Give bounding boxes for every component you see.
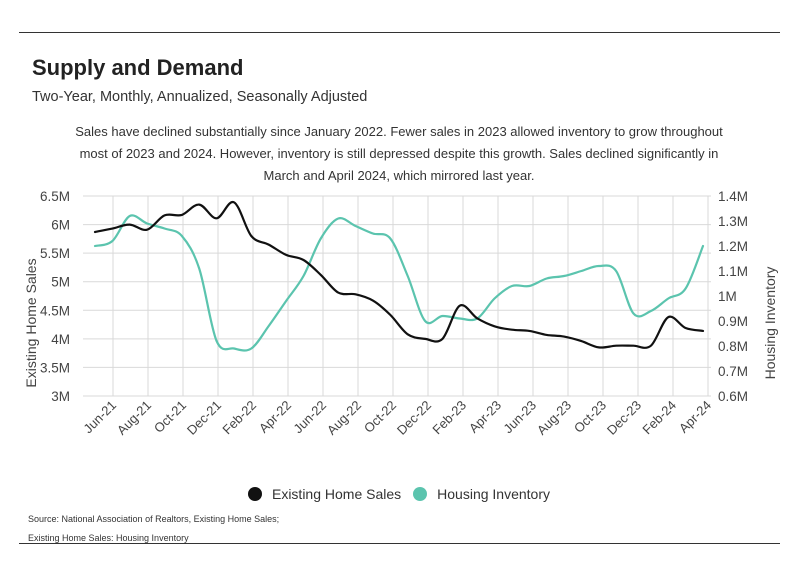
x-tick-label: Dec-22 (394, 398, 434, 438)
y-axis-label: Existing Home Sales (23, 258, 39, 387)
chart-description: Sales have declined substantially since … (75, 124, 723, 183)
legend-label-inventory: Housing Inventory (437, 486, 550, 502)
y2-tick-label: 0.9M (718, 314, 748, 329)
series-line-existing-home-sales (93, 201, 705, 349)
y-tick-label: 4.5M (40, 303, 70, 318)
top-rule (19, 32, 780, 33)
legend-dot-inventory (413, 487, 428, 501)
y-tick-label: 3.5M (40, 360, 70, 375)
source-note: Source: National Association of Realtors… (28, 510, 279, 548)
y2-tick-label: 1.2M (718, 239, 748, 254)
y-tick-label: 3M (51, 389, 70, 404)
x-tick-label: Feb-22 (219, 398, 259, 438)
source-line-1: Source: National Association of Realtors… (28, 514, 280, 524)
y2-axis-label: Housing Inventory (762, 267, 778, 380)
y2-tick-label: 0.8M (718, 339, 748, 354)
legend-item-inventory[interactable]: Housing Inventory (413, 486, 550, 502)
series-line-housing-inventory (93, 214, 705, 352)
x-tick-label: Apr-22 (256, 398, 294, 436)
chart-subtitle: Two-Year, Monthly, Annualized, Seasonall… (32, 89, 368, 105)
y2-tick-label: 0.7M (718, 364, 748, 379)
line-chart: 6.5M 6M 5.5M 5M 4.5M 4M 3.5M 3M 1.4M 1.3M 1.2M 1.1M… (23, 189, 778, 438)
grid (83, 195, 711, 397)
x-tick-label: Oct-21 (151, 398, 189, 436)
x-tick-label: Feb-23 (429, 398, 469, 438)
y-tick-label: 6M (51, 218, 70, 233)
axes: 6.5M 6M 5.5M 5M 4.5M 4M 3.5M 3M 1.4M 1.3M 1.2M 1.1M… (40, 189, 748, 438)
x-tick-label: Aug-21 (114, 398, 154, 438)
bottom-rule (19, 543, 780, 544)
y2-tick-label: 0.6M (718, 389, 748, 404)
x-tick-label: Oct-23 (571, 398, 609, 436)
legend-label-sales: Existing Home Sales (271, 486, 402, 502)
x-tick-label: Oct-22 (361, 398, 399, 436)
legend-dot-sales (247, 487, 262, 501)
y2-tick-label: 1.3M (718, 214, 748, 229)
x-tick-label: Dec-21 (184, 398, 224, 438)
chart-title: Supply and Demand (32, 55, 244, 80)
y2-tick-label: 1M (718, 289, 737, 304)
y2-tick-label: 1.1M (718, 264, 748, 279)
legend: Existing Home Sales Housing Inventory (0, 486, 798, 502)
y-tick-label: 5.5M (40, 246, 70, 261)
x-tick-label: Feb-24 (639, 398, 679, 438)
x-tick-label: Dec-23 (604, 398, 644, 438)
x-tick-label: Apr-23 (466, 398, 504, 436)
x-tick-label: Jun-21 (80, 398, 119, 437)
x-tick-label: Aug-22 (324, 398, 364, 438)
y-tick-label: 6.5M (40, 189, 70, 204)
x-tick-label: Jun-22 (290, 398, 329, 437)
x-tick-label: Aug-23 (534, 398, 574, 438)
y-tick-label: 4M (51, 332, 70, 347)
x-tick-label: Apr-24 (676, 398, 714, 436)
legend-item-sales[interactable]: Existing Home Sales (247, 486, 402, 502)
y2-tick-label: 1.4M (718, 189, 748, 204)
y-tick-label: 5M (51, 275, 70, 290)
x-tick-label: Jun-23 (500, 398, 539, 437)
series (93, 201, 705, 352)
source-line-2: Existing Home Sales: Housing Inventory (28, 533, 189, 543)
